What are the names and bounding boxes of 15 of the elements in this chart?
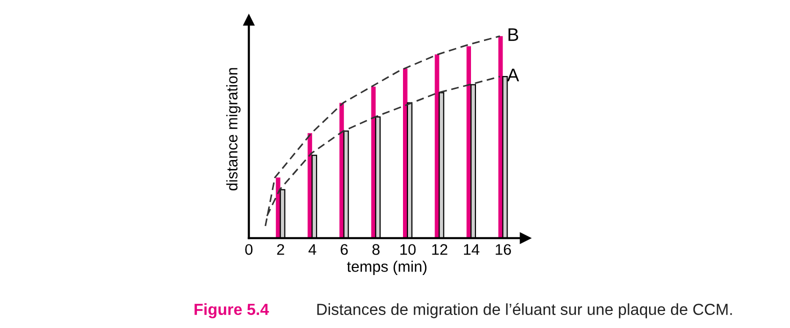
x-tick-label: 0 (245, 244, 252, 255)
x-tick-label: 2 (277, 244, 284, 255)
x-tick-label: 8 (372, 244, 380, 255)
text: Distances de migration de l’éluant sur une plaque de CCM. (317, 303, 732, 318)
x-tick-label: 6 (340, 244, 348, 255)
x-tick-label: 14 (464, 244, 480, 255)
x-tick-label: 12 (432, 244, 448, 255)
x-tick-label: 16 (496, 244, 511, 255)
x-axis-title: temps (min) (347, 260, 426, 275)
x-tick-label: 4 (308, 244, 316, 255)
y-axis-title: distance migration (226, 68, 241, 190)
caption: Figure 5.4 (194, 303, 269, 318)
x-tick-label: 10 (400, 244, 416, 255)
series-label: B (508, 28, 518, 41)
series-label: A (507, 68, 520, 82)
